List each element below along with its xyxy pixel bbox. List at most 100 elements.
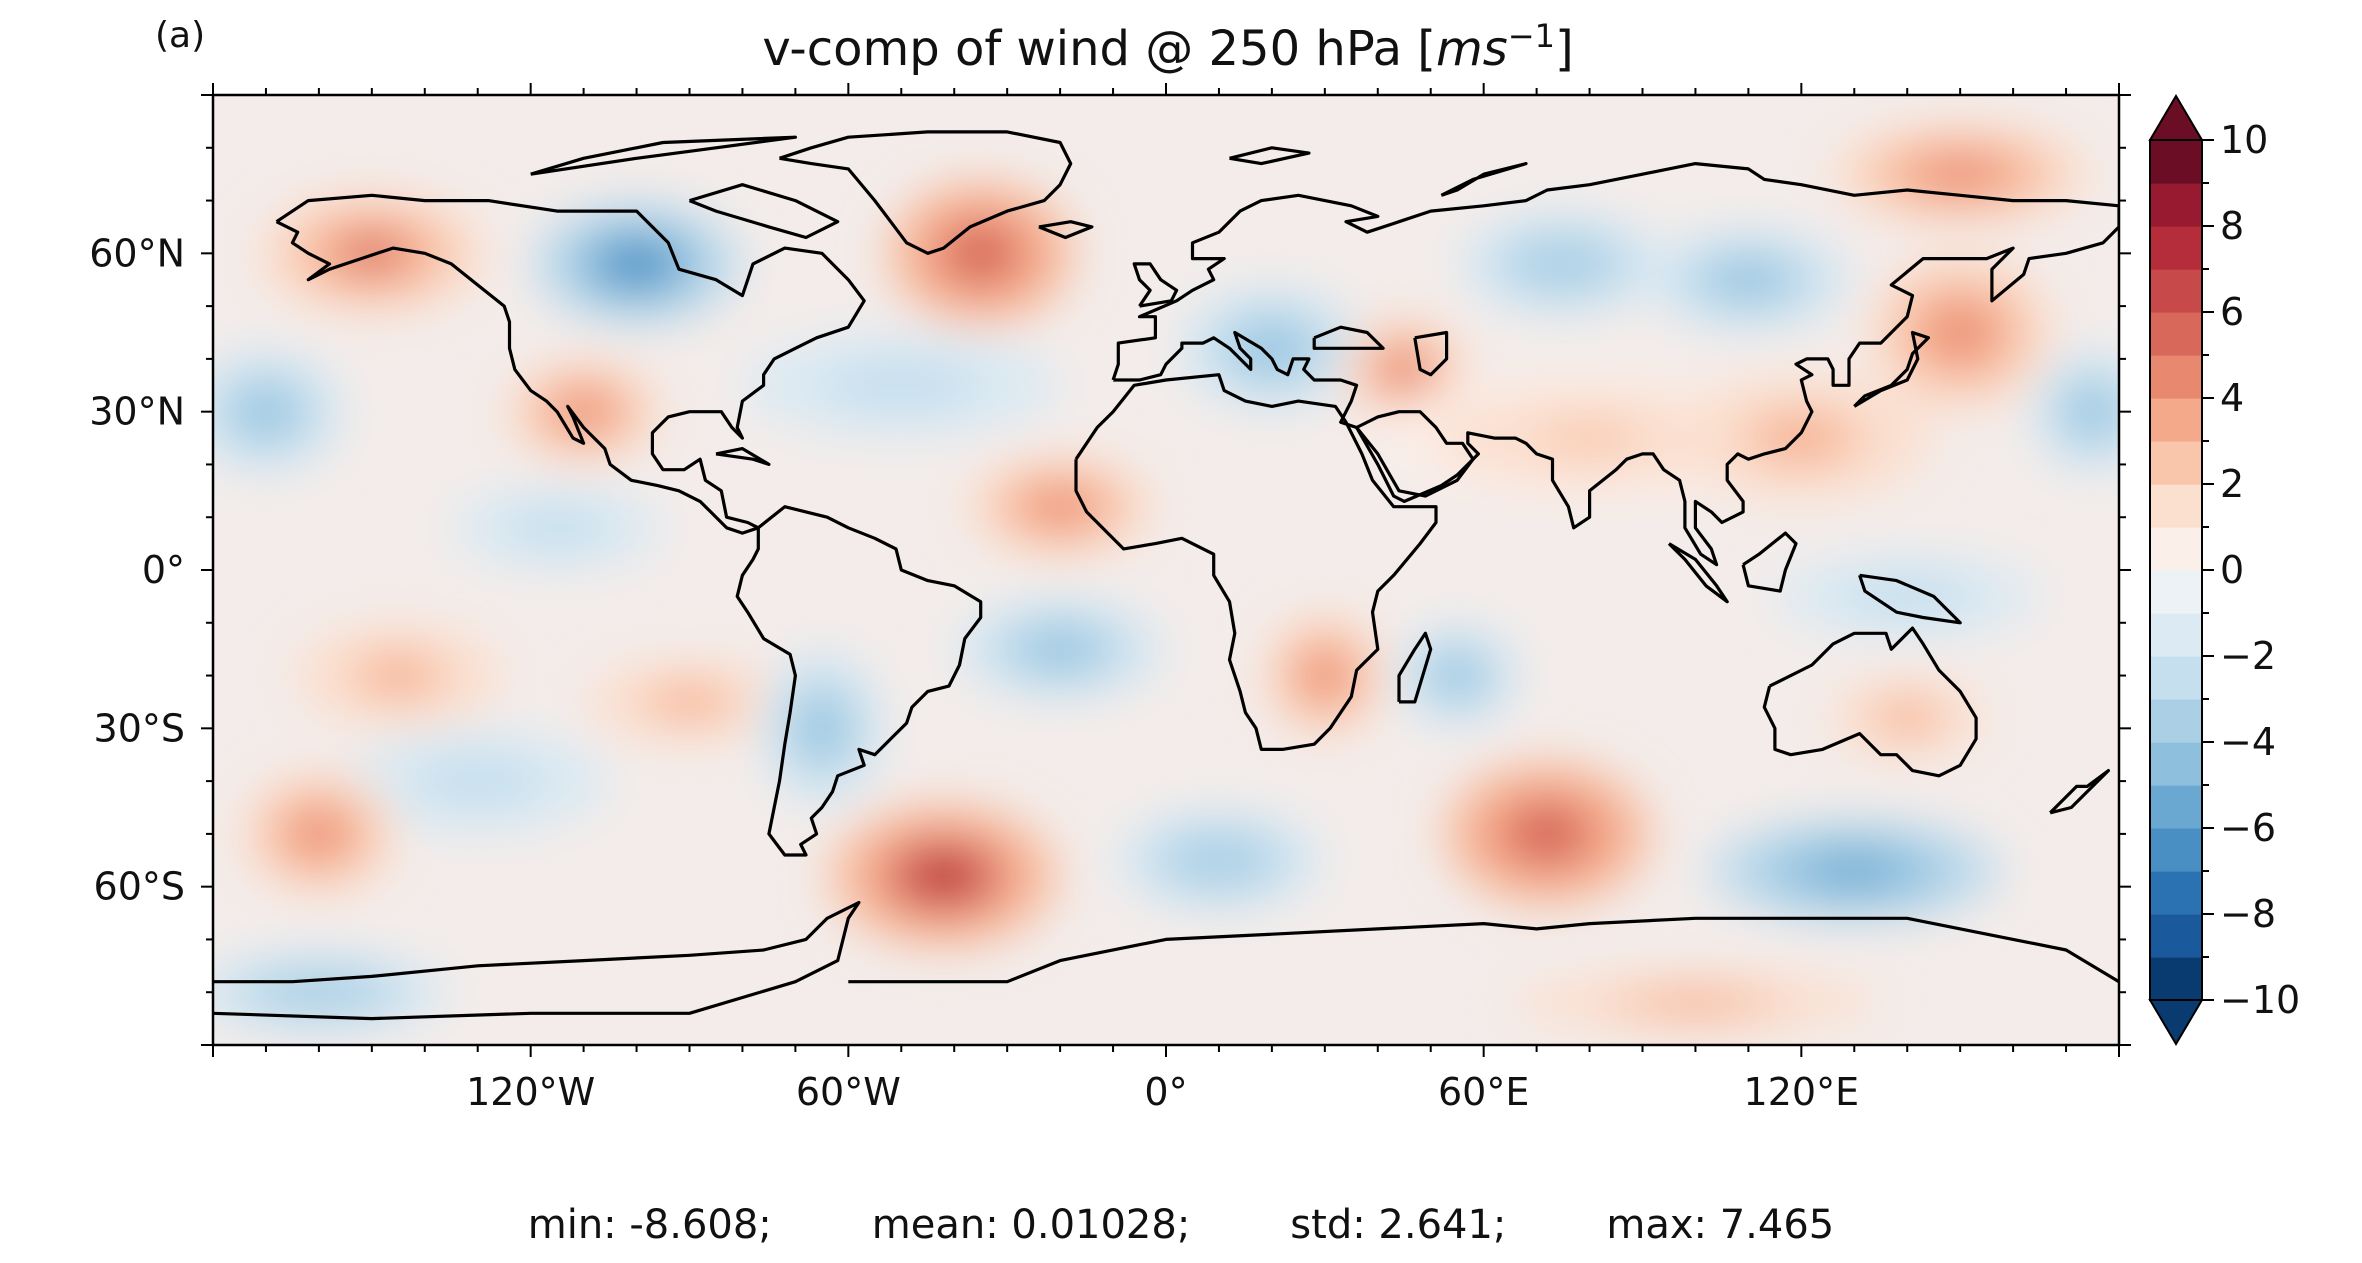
coast-uk <box>1132 262 1179 308</box>
colorbar-bin <box>2150 871 2202 915</box>
colorbar-label: −8 <box>2220 892 2276 936</box>
panel-label: (a) <box>155 15 205 56</box>
wind-anomaly-30 <box>1827 675 1987 760</box>
lon-label: 0° <box>1144 1070 1187 1114</box>
wind-field <box>213 121 2119 1035</box>
plot-title: v-comp of wind @ 250 hPa [ms−1] <box>762 17 1573 77</box>
wind-anomaly-0 <box>255 190 489 317</box>
coast-arabia-east <box>1355 410 1475 498</box>
colorbar-bin <box>2150 957 2202 1001</box>
lon-label: 120°W <box>466 1070 595 1114</box>
coast-south-america <box>735 505 983 857</box>
map-panel: 120°W 60°W 0° 60°E 120°E 60°N 30°N 0° 30°S 60°S <box>89 83 2131 1114</box>
wind-anomaly-11 <box>504 358 664 465</box>
stat-mean: mean: 0.01028; <box>871 1202 1191 1248</box>
wind-anomaly-5 <box>1457 211 1669 317</box>
coast-svalbard <box>1229 146 1311 166</box>
colorbar-bin <box>2150 312 2202 356</box>
colorbar-bin <box>2150 785 2202 829</box>
lat-label: 60°N <box>89 231 185 275</box>
colorbar-bin <box>2150 699 2202 743</box>
colorbar-bin <box>2150 398 2202 442</box>
wind-anomaly-9 <box>213 348 346 475</box>
colorbar-label: −2 <box>2220 634 2276 678</box>
coast-caspian <box>1413 330 1449 377</box>
colorbar-bin <box>2150 226 2202 270</box>
wind-anomaly-2 <box>885 179 1076 328</box>
coast-australia <box>1762 626 1978 778</box>
coast-black-sea <box>1312 325 1385 350</box>
wind-anomaly-31 <box>213 950 452 1035</box>
wind-anomaly-28 <box>1441 760 1654 908</box>
colorbar: 10 8 6 4 2 0 −2 −4 −6 −8 −10 <box>2148 94 2300 1046</box>
colorbar-bin <box>2150 570 2202 614</box>
title-main: v-comp of wind @ 250 hPa [ <box>762 21 1436 77</box>
wind-anomaly-10 <box>2029 348 2119 475</box>
colorbar-bin <box>2150 527 2202 571</box>
lat-axis: 60°N 30°N 0° 30°S 60°S <box>89 94 2131 1046</box>
colorbar-bin <box>2150 441 2202 485</box>
colorbar-bin <box>2150 140 2202 184</box>
colorbar-bin <box>2150 914 2202 958</box>
coast-cuba <box>715 447 771 466</box>
coast-north-america <box>275 193 866 535</box>
lat-label: 60°S <box>94 865 185 909</box>
colorbar-bin <box>2150 484 2202 528</box>
colorbar-extend-min <box>2148 999 2204 1046</box>
stat-std: std: 2.641; <box>1290 1202 1507 1248</box>
colorbar-bin <box>2150 183 2202 227</box>
colorbar-label: −10 <box>2220 978 2300 1022</box>
wind-anomaly-15 <box>1668 374 1934 502</box>
wind-anomaly-23 <box>758 649 886 808</box>
statistics-line: min: -8.608; mean: 0.01028; std: 2.641; … <box>0 1195 2362 1255</box>
colorbar-bin <box>2150 355 2202 399</box>
coast-iceland <box>1038 220 1094 240</box>
coast-antarctica-east <box>848 916 2119 984</box>
lon-label: 60°E <box>1438 1070 1529 1114</box>
coast-sumatra <box>1667 542 1729 604</box>
wind-anomaly-18 <box>954 596 1166 702</box>
wind-anomaly-32 <box>1510 971 1881 1035</box>
wind-anomaly-21 <box>292 622 505 729</box>
coast-new-guinea <box>1858 573 1962 625</box>
colorbar-bin <box>2150 613 2202 657</box>
coast-greenland <box>778 130 1073 255</box>
title-close: ] <box>1555 21 1574 77</box>
wind-anomaly-25 <box>239 770 399 898</box>
wind-anomaly-6 <box>1642 226 1855 333</box>
coast-borneo <box>1741 531 1798 593</box>
wind-anomaly-26 <box>827 802 1061 950</box>
stat-max: max: 7.465 <box>1606 1202 1835 1248</box>
colorbar-label: 0 <box>2220 548 2244 592</box>
coast-madagascar <box>1397 631 1433 704</box>
lon-axis: 120°W 60°W 0° 60°E 120°E <box>212 83 2120 1114</box>
wind-anomaly-17 <box>1774 554 2040 639</box>
lat-label: 30°N <box>89 390 185 434</box>
lon-label: 60°W <box>796 1070 901 1114</box>
wind-anomaly-16 <box>451 485 664 570</box>
coast-japan <box>1853 330 1931 408</box>
colorbar-extend-max <box>2148 94 2204 141</box>
colorbar-label: 2 <box>2220 462 2244 506</box>
colorbar-bin <box>2150 656 2202 700</box>
wind-anomaly-20 <box>1393 622 1521 729</box>
stat-min: min: -8.608; <box>527 1202 772 1248</box>
wind-anomaly-22 <box>583 659 796 745</box>
lon-label: 120°E <box>1744 1070 1860 1114</box>
colorbar-label: −4 <box>2220 720 2276 764</box>
coast-eurasia <box>1111 162 2119 567</box>
colorbar-bin <box>2150 269 2202 313</box>
colorbar-label: 4 <box>2220 376 2244 420</box>
colorbar-bin <box>2150 742 2202 786</box>
wind-anomaly-12 <box>742 332 1061 439</box>
colorbar-label: 10 <box>2220 118 2268 162</box>
wind-anomaly-24 <box>345 728 611 834</box>
wind-anomaly-13 <box>964 453 1156 560</box>
colorbar-label: 8 <box>2220 204 2244 248</box>
lat-label: 0° <box>142 548 185 592</box>
wind-anomaly-29 <box>1706 818 2003 924</box>
coast-new-zealand <box>2049 768 2110 815</box>
coastlines <box>213 130 2119 1021</box>
wind-anomaly-19 <box>1261 612 1389 739</box>
